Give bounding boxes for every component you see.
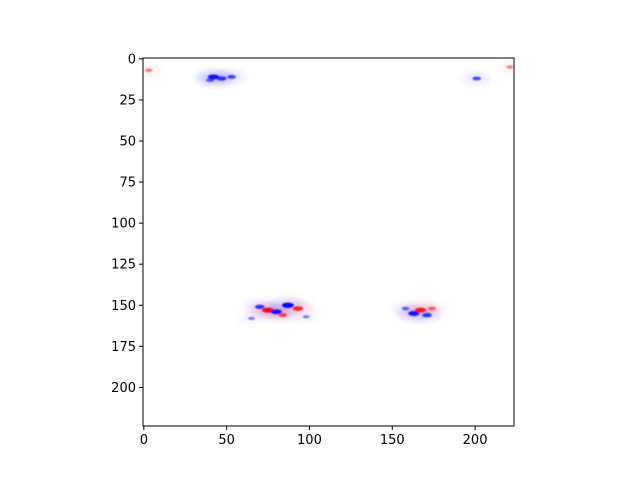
heatmap-cell: [428, 306, 437, 311]
x-tick-label: 100: [297, 433, 322, 448]
heatmap-cell: [292, 306, 304, 311]
x-tick-label: 150: [380, 433, 405, 448]
y-tick-label: 175: [111, 340, 136, 355]
y-tick-label: 0: [128, 52, 136, 67]
y-tick-label: 50: [119, 134, 136, 149]
heatmap-cell: [401, 306, 410, 311]
heatmap-cell: [227, 74, 237, 79]
y-tick-label: 25: [119, 93, 136, 108]
heatmap-cell: [278, 313, 288, 318]
plot-frame: [142, 57, 515, 427]
heatmap-cell: [254, 304, 265, 310]
heatmap-cell: [270, 309, 282, 315]
y-tick-label: 75: [119, 176, 136, 191]
y-tick-label: 200: [111, 381, 136, 396]
heatmap-cell: [206, 78, 215, 82]
heatmap-core: [145, 65, 514, 320]
heatmap-cell: [497, 60, 514, 74]
x-tick-label: 0: [140, 433, 148, 448]
heatmap-image: [143, 60, 514, 325]
plot-area: [143, 58, 514, 426]
y-tick-label: 100: [111, 217, 136, 232]
heatmap-cell: [143, 64, 162, 77]
heatmap-cell: [422, 312, 432, 318]
y-axis: 0 25 50 75 100 125 150 175 200: [111, 52, 143, 396]
heatmap-cell: [302, 315, 310, 319]
heatmap-cell: [414, 307, 427, 313]
x-tick-label: 50: [218, 433, 235, 448]
heatmap-cell: [281, 302, 294, 308]
heatmap-cell: [408, 311, 420, 316]
heatmap-cell: [216, 76, 227, 81]
heatmap-cell: [145, 68, 153, 72]
y-tick-label: 150: [111, 299, 136, 314]
heatmap-cell: [472, 76, 482, 81]
y-tick-label: 125: [111, 258, 136, 273]
heatmap-cell: [506, 65, 514, 69]
x-axis: 0 50 100 150 200: [140, 426, 488, 448]
heatmap-cell: [248, 316, 255, 320]
x-tick-label: 200: [463, 433, 488, 448]
heatmap-cell: [207, 74, 219, 80]
